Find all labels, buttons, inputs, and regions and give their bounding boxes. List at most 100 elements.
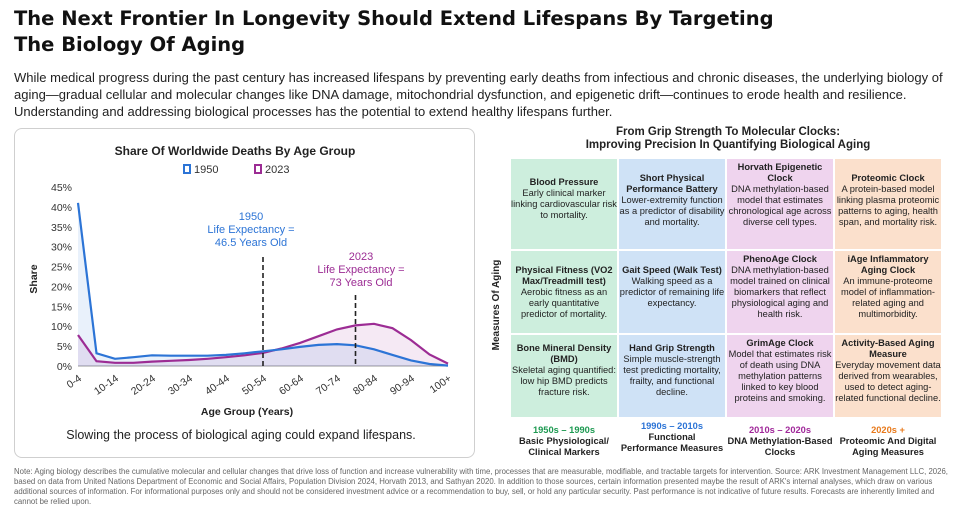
cell-title: Blood Pressure [529,177,599,187]
cell-title: PhenoAge Clock [743,254,817,264]
cell-title: GrimAge Clock [746,338,814,348]
x-tick-label: 40-44 [203,372,232,397]
chart-caption: Slowing the process of biological aging … [66,428,416,442]
legend-label-2023: 2023 [265,164,289,176]
matrix-cell-activity-aging: Activity-Based Aging Measure Everyday mo… [835,335,941,417]
matrix-cell-grimage-clock: GrimAge Clock Model that estimates risk … [727,335,833,417]
cell-desc: Aerobic fitness as an early quantitative… [520,287,608,319]
intro-paragraph: While medical progress during the past c… [14,70,943,119]
cell-desc: Lower-extremity function as a predictor … [619,195,725,227]
page-title: The Next Frontier In Longevity Should Ex… [14,7,774,56]
annotation-2023-year: 2023 [349,251,373,263]
matrix-y-label-text: Measures Of Aging [491,260,502,351]
matrix-cell-horvath-clock: Horvath Epigenetic Clock DNA methylation… [727,159,833,249]
legend-swatch-2023 [254,164,262,174]
cell-title: Gait Speed (Walk Test) [622,265,722,275]
y-tick-label: 15% [51,301,72,313]
cell-desc: Everyday movement data derived from wear… [835,360,941,403]
x-axis-label: Age Group (Years) [201,406,293,418]
cell-desc: An immune-proteome model of inflammation… [840,276,936,319]
matrix-cell-phenoage-clock: PhenoAge Clock DNA methylation-based mod… [727,251,833,333]
x-axis-ticks: 0-4 10-14 20-24 30-34 40-44 50-54 60-64 70-74 80… [65,372,454,397]
matrix-cell-physical-fitness: Physical Fitness (VO2 Max/Treadmill test… [511,251,617,333]
matrix-cell-sppb: Short Physical Performance Battery Lower… [619,159,725,249]
matrix-y-label: Measures Of Aging [491,260,502,351]
cell-desc: Simple muscle-strength test predicting m… [623,354,721,397]
cell-title: Bone Mineral Density (BMD) [516,343,612,364]
era-years: 1990s – 2010s [640,421,704,431]
annotation-1950-value: 46.5 Years Old [215,237,287,249]
y-tick-label: 25% [51,262,72,274]
y-tick-label: 0% [57,361,72,373]
deaths-line-chart: Share Of Worldwide Deaths By Age Group 1… [28,144,454,442]
cell-desc: A protein-based model linking plasma pro… [836,184,940,227]
annotation-2023-value: 73 Years Old [330,277,393,289]
matrix-cell-blood-pressure: Blood Pressure Early clinical marker lin… [511,159,617,249]
y-axis-label: Share [28,264,40,293]
matrix-cell-iage-clock: iAge Inflammatory Aging Clock An immune-… [835,251,941,333]
x-tick-label: 90-94 [388,372,417,397]
era-label-4: 2020s + Proteomic And Digital Aging Meas… [835,425,941,458]
x-tick-label: 20-24 [129,372,158,397]
x-tick-label: 60-64 [277,372,306,397]
cell-desc: Early clinical marker linking cardiovasc… [511,188,617,220]
era-label-1: 1950s – 1990s Basic Physiological/ Clini… [511,425,617,458]
cell-desc: Skeletal aging quantified: low hip BMD p… [512,365,616,397]
matrix-title-line2: Improving Precision In Quantifying Biolo… [585,139,871,151]
footnote: Note: Aging biology describes the cumula… [14,467,948,506]
era-years: 2020s + [871,425,905,435]
y-tick-label: 35% [51,222,72,234]
chart-title: Share Of Worldwide Deaths By Age Group [115,144,356,158]
cell-title: Horvath Epigenetic Clock [737,162,823,183]
era-label-3: 2010s – 2020s DNA Methylation-Based Cloc… [727,425,833,458]
era-label-2: 1990s – 2010s Functional Performance Mea… [619,421,725,454]
y-tick-label: 40% [51,202,72,214]
matrix-cell-gait-speed: Gait Speed (Walk Test) Walking speed as … [619,251,725,333]
cell-title: Short Physical Performance Battery [626,173,718,194]
cell-title: Activity-Based Aging Measure [841,338,935,359]
x-tick-label: 70-74 [314,372,343,397]
chart-panel: Share Of Worldwide Deaths By Age Group 1… [14,128,475,458]
x-tick-label: 100+ [428,373,454,396]
y-tick-label: 10% [51,321,72,333]
x-tick-label: 0-4 [65,372,84,391]
cell-title: Proteomic Clock [851,173,925,183]
matrix-cell-grip-strength: Hand Grip Strength Simple muscle-strengt… [619,335,725,417]
x-tick-label: 10-14 [92,372,121,397]
series-line-2023 [77,322,449,365]
x-tick-label: 80-84 [351,372,380,397]
cell-title: Hand Grip Strength [629,343,715,353]
annotation-2023-label: Life Expectancy = [317,264,404,276]
cell-title: iAge Inflammatory Aging Clock [847,254,929,275]
era-name: Proteomic And Digital Aging Measures [839,436,937,457]
era-name: Basic Physiological/ Clinical Markers [519,436,609,457]
annotation-2023: 2023 Life Expectancy = 73 Years Old [317,251,404,289]
era-name: DNA Methylation-Based Clocks [727,436,833,457]
legend-label-1950: 1950 [194,164,218,176]
y-tick-label: 20% [51,281,72,293]
era-years: 2010s – 2020s [748,425,812,435]
legend-swatch-1950 [183,164,191,174]
annotation-1950-label: Life Expectancy = [207,224,294,236]
cell-desc: Model that estimates risk of death using… [728,349,832,403]
cell-desc: DNA methylation-based model that estimat… [728,184,832,227]
era-name: Functional Performance Measures [620,432,724,453]
y-tick-label: 30% [51,242,72,254]
y-axis-ticks: 0% 5% 10% 15% 20% 25% 30% 35% 40% 45% [51,182,72,373]
cell-title: Physical Fitness (VO2 Max/Treadmill test… [515,265,613,286]
matrix-cell-bmd: Bone Mineral Density (BMD) Skeletal agin… [511,335,617,417]
series-line-1950 [76,202,449,367]
y-tick-label: 5% [57,341,72,353]
annotation-1950-year: 1950 [239,211,263,223]
legend: 1950 2023 [183,164,289,176]
cell-desc: DNA methylation-based model trained on c… [730,265,830,319]
x-tick-label: 30-34 [166,372,195,397]
x-tick-label: 50-54 [240,372,269,397]
y-tick-label: 45% [51,182,72,194]
cell-desc: Walking speed as a predictor of remainin… [619,276,725,308]
annotation-1950: 1950 Life Expectancy = 46.5 Years Old [207,211,294,249]
matrix-title: From Grip Strength To Molecular Clocks: … [508,126,948,152]
matrix-title-line1: From Grip Strength To Molecular Clocks: [615,126,841,138]
matrix-cell-proteomic-clock: Proteomic Clock A protein-based model li… [835,159,941,249]
era-years: 1950s – 1990s [532,425,596,435]
